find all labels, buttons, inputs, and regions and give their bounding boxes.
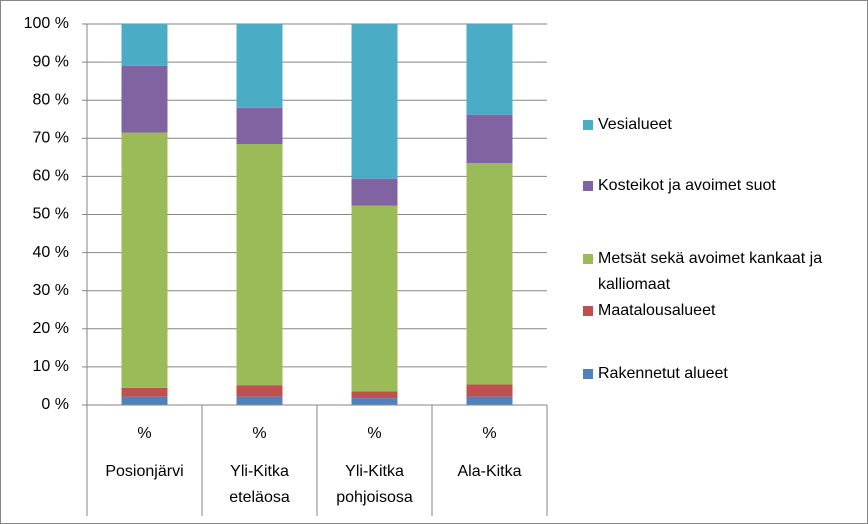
y-tick-label: 80 % <box>33 91 69 108</box>
x-tick-label: Ala-Kitka <box>457 463 522 480</box>
bar-segment <box>466 396 513 405</box>
y-tick-label: 70 % <box>33 130 69 147</box>
y-tick-label: 10 % <box>33 358 69 375</box>
bar-segment <box>466 384 513 397</box>
y-tick-label: 30 % <box>33 282 69 299</box>
bar-segment <box>351 178 398 206</box>
y-tick-label: 90 % <box>33 53 69 70</box>
bar-segment <box>351 24 398 179</box>
legend-label: Metsät sekä avoimet kankaat ja kalliomaa… <box>598 250 823 293</box>
x-tick-label: Yli-Kitka eteläosa <box>229 463 290 506</box>
legend-label: Kosteikot ja avoimet suot <box>598 177 776 194</box>
legend-label: Vesialueet <box>598 116 672 133</box>
x-tick-label: Yli-Kitka pohjoisosa <box>336 463 413 506</box>
y-tick-label: 40 % <box>33 244 69 261</box>
y-tick-label: 60 % <box>33 168 69 185</box>
legend-marker <box>583 181 593 191</box>
bar-segment <box>121 24 168 66</box>
bar-segment <box>121 396 168 405</box>
sub-category-label: % <box>482 425 496 442</box>
legend-label: Maatalousalueet <box>598 302 716 319</box>
bar-segment <box>351 391 398 399</box>
legend-marker <box>583 120 593 130</box>
legend-marker <box>583 369 593 379</box>
bar-segment <box>121 65 168 133</box>
y-tick-label: 20 % <box>33 320 69 337</box>
y-tick-label: 50 % <box>33 206 69 223</box>
bar-segment <box>236 144 283 386</box>
legend-marker <box>583 306 593 316</box>
bar-segment <box>121 132 168 388</box>
bar-segment <box>236 24 283 108</box>
bar-segment <box>466 163 513 385</box>
bar-segment <box>466 24 513 115</box>
y-tick-label: 0 % <box>41 396 69 413</box>
y-tick-label: 100 % <box>24 15 69 32</box>
bar-segment <box>236 107 283 145</box>
sub-category-label: % <box>137 425 151 442</box>
sub-category-label: % <box>367 425 381 442</box>
sub-category-label: % <box>252 425 266 442</box>
bar-segment <box>466 114 513 164</box>
legend-label: Rakennetut alueet <box>598 365 728 382</box>
bar-segment <box>236 396 283 405</box>
legend-marker <box>583 254 593 264</box>
bar-segment <box>351 205 398 392</box>
bar-segment <box>121 387 168 397</box>
bar-segment <box>236 385 283 397</box>
bar-segment <box>351 398 398 405</box>
x-tick-label: Posionjärvi <box>105 463 184 480</box>
